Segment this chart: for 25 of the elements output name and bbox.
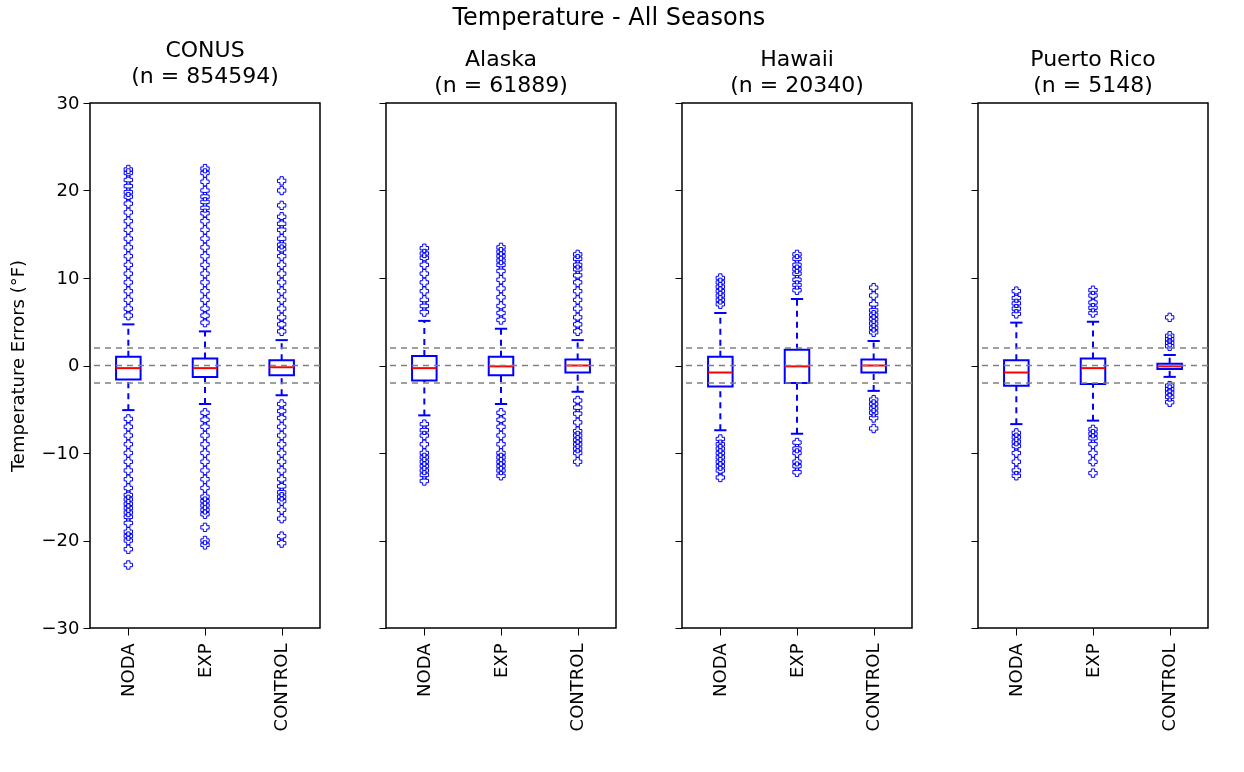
y-tick-label: 20 — [56, 179, 80, 200]
x-tick-label: EXP — [785, 643, 807, 679]
x-tick-label: CONTROL — [1158, 643, 1180, 732]
chart-title: CONUS (n = 854594) — [131, 37, 279, 88]
y-tick-label: −10 — [41, 441, 80, 463]
x-tick-label: NODA — [116, 642, 138, 697]
text: Temperature - All Seasons — [451, 3, 766, 32]
x-tick-label: CONTROL — [862, 643, 884, 732]
x-tick-label: CONTROL — [566, 643, 588, 732]
x-tick-label: EXP — [489, 643, 511, 679]
chart-title: Hawaii (n = 20340) — [730, 45, 864, 97]
y-tick-label: 0 — [68, 354, 80, 375]
y-tick-label: 10 — [56, 266, 80, 288]
chart-title: Alaska (n = 61889) — [434, 45, 568, 97]
x-tick-label: EXP — [1081, 643, 1103, 679]
x-tick-label: NODA — [412, 642, 434, 697]
chart-title: Puerto Rico (n = 5148) — [1030, 45, 1156, 97]
x-tick-label: CONTROL — [270, 643, 292, 732]
x-tick-label: NODA — [708, 642, 730, 697]
y-tick-label: −30 — [41, 616, 80, 638]
y-tick-label: −20 — [41, 529, 80, 550]
x-tick-label: EXP — [193, 643, 215, 679]
y-tick-label: 30 — [56, 91, 80, 113]
x-tick-label: NODA — [1004, 642, 1026, 697]
y-axis-title: Temperature Errors (°F) — [6, 259, 28, 474]
